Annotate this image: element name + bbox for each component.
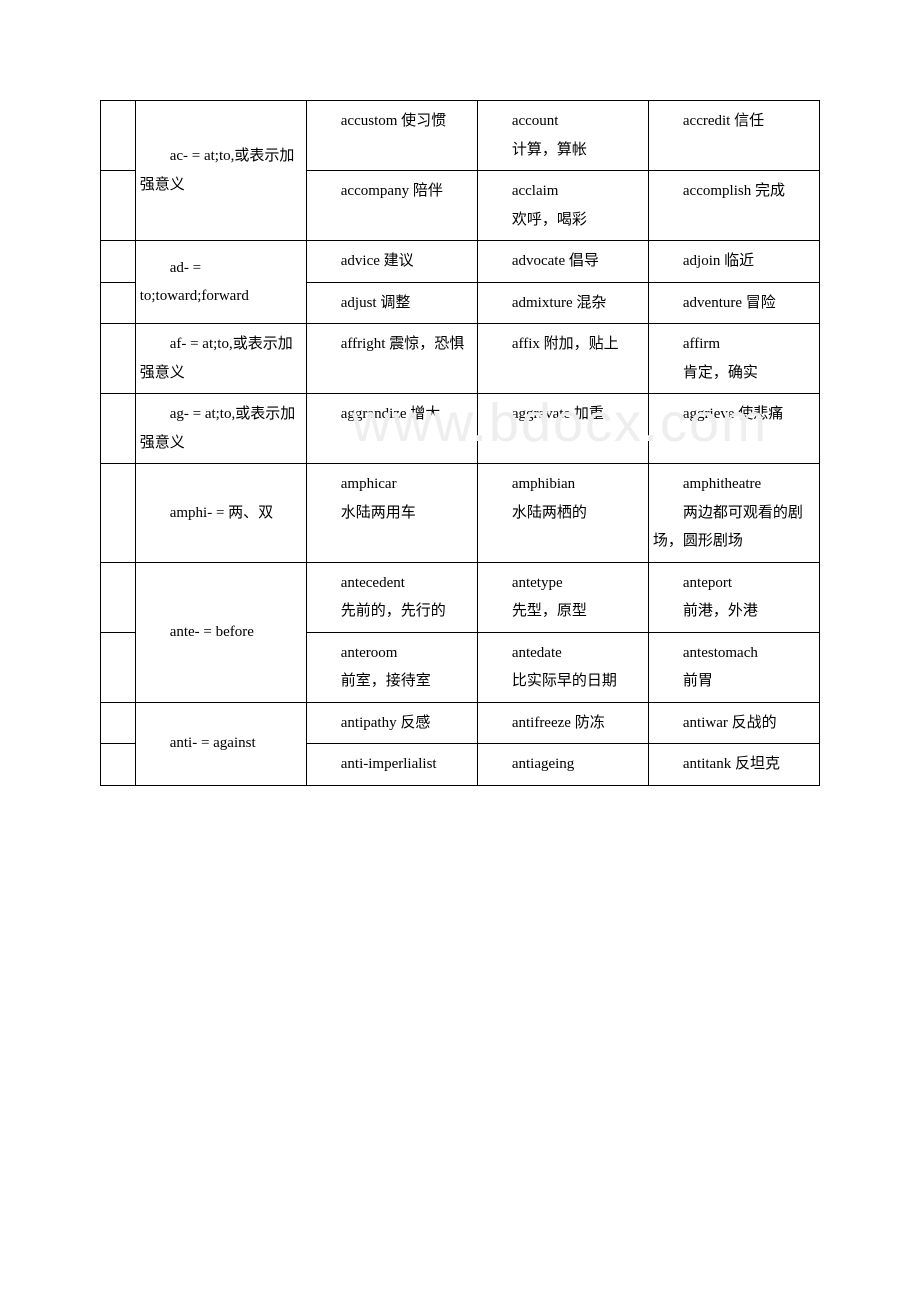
example-cell: accredit 信任: [648, 101, 819, 171]
table-row: ante- = before antecedent 先前的，先行的 antety…: [101, 562, 820, 632]
blank-cell: [101, 394, 136, 464]
blank-cell: [101, 632, 136, 702]
example-cell: antiageing: [477, 744, 648, 786]
example-cell: acclaim 欢呼，喝彩: [477, 171, 648, 241]
example-cell: anti-imperlialist: [306, 744, 477, 786]
example-cell: adjoin 临近: [648, 241, 819, 283]
table-row: af- = at;to,或表示加强意义 affright 震惊，恐惧 affix…: [101, 324, 820, 394]
example-cell: anteroom 前室，接待室: [306, 632, 477, 702]
example-cell: antecedent 先前的，先行的: [306, 562, 477, 632]
example-cell: amphicar 水陆两用车: [306, 464, 477, 563]
example-cell: adjust 调整: [306, 282, 477, 324]
blank-cell: [101, 464, 136, 563]
example-cell: amphitheatre 两边都可观看的剧场，圆形剧场: [648, 464, 819, 563]
example-cell: amphibian 水陆两栖的: [477, 464, 648, 563]
blank-cell: [101, 702, 136, 744]
example-cell: adventure 冒险: [648, 282, 819, 324]
example-cell: antiwar 反战的: [648, 702, 819, 744]
blank-cell: [101, 744, 136, 786]
example-cell: accustom 使习惯: [306, 101, 477, 171]
example-cell: antifreeze 防冻: [477, 702, 648, 744]
blank-cell: [101, 171, 136, 241]
prefix-label: ac- = at;to,或表示加强意义: [135, 101, 306, 241]
example-cell: accompany 陪伴: [306, 171, 477, 241]
example-cell: account 计算，算帐: [477, 101, 648, 171]
table-row: ac- = at;to,或表示加强意义 accustom 使习惯 account…: [101, 101, 820, 171]
prefix-label: ante- = before: [135, 562, 306, 702]
example-cell: anteport 前港，外港: [648, 562, 819, 632]
example-cell: advice 建议: [306, 241, 477, 283]
example-cell: antitank 反坦克: [648, 744, 819, 786]
example-cell: affix 附加，贴上: [477, 324, 648, 394]
example-cell: affright 震惊，恐惧: [306, 324, 477, 394]
blank-cell: [101, 324, 136, 394]
example-cell: affirm 肯定，确实: [648, 324, 819, 394]
example-cell: antetype 先型，原型: [477, 562, 648, 632]
example-cell: antedate 比实际早的日期: [477, 632, 648, 702]
prefix-label: af- = at;to,或表示加强意义: [135, 324, 306, 394]
example-cell: admixture 混杂: [477, 282, 648, 324]
example-cell: aggrieve 使悲痛: [648, 394, 819, 464]
prefix-label: anti- = against: [135, 702, 306, 785]
table-row: ad- = to;toward;forward advice 建议 advoca…: [101, 241, 820, 283]
prefix-table: ac- = at;to,或表示加强意义 accustom 使习惯 account…: [100, 100, 820, 786]
prefix-label: ad- = to;toward;forward: [135, 241, 306, 324]
blank-cell: [101, 101, 136, 171]
example-cell: antestomach 前胃: [648, 632, 819, 702]
example-cell: antipathy 反感: [306, 702, 477, 744]
table-row: amphi- = 两、双 amphicar 水陆两用车 amphibian 水陆…: [101, 464, 820, 563]
example-cell: aggravate 加重: [477, 394, 648, 464]
prefix-label: ag- = at;to,或表示加强意义: [135, 394, 306, 464]
table-row: ag- = at;to,或表示加强意义 aggrandize 增大 aggrav…: [101, 394, 820, 464]
blank-cell: [101, 241, 136, 283]
example-cell: advocate 倡导: [477, 241, 648, 283]
example-cell: aggrandize 增大: [306, 394, 477, 464]
table-row: anti- = against antipathy 反感 antifreeze …: [101, 702, 820, 744]
prefix-label: amphi- = 两、双: [135, 464, 306, 563]
blank-cell: [101, 282, 136, 324]
blank-cell: [101, 562, 136, 632]
example-cell: accomplish 完成: [648, 171, 819, 241]
